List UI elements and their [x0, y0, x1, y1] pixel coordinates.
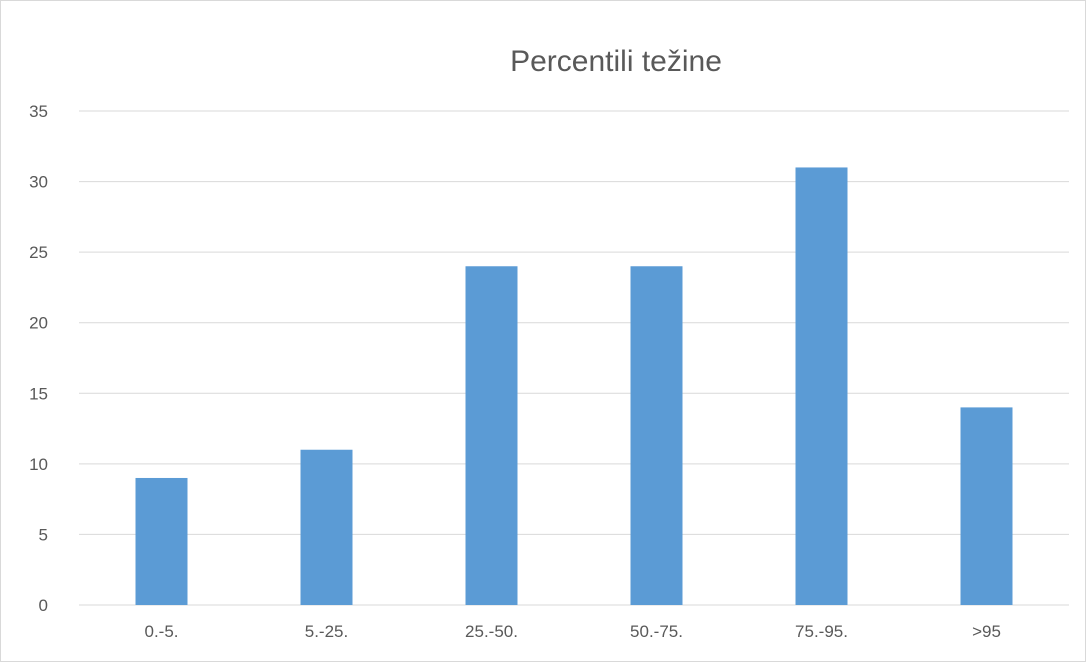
- bars: [136, 167, 1013, 605]
- bar: [466, 266, 518, 605]
- x-tick-label: 5.-25.: [305, 622, 348, 641]
- x-tick-label: 0.-5.: [144, 622, 178, 641]
- y-tick-label: 10: [29, 455, 48, 474]
- x-axis-tick-labels: 0.-5. 5.-25. 25.-50. 50.-75. 75.-95. >95: [144, 622, 1000, 641]
- bar: [631, 266, 683, 605]
- y-tick-label: 30: [29, 173, 48, 192]
- y-tick-label: 20: [29, 314, 48, 333]
- bar: [796, 167, 848, 605]
- chart-title: Percentili težine: [510, 45, 722, 78]
- bar: [301, 450, 353, 605]
- bar: [136, 478, 188, 605]
- y-tick-label: 15: [29, 384, 48, 403]
- y-tick-label: 5: [39, 525, 48, 544]
- x-tick-label: 25.-50.: [465, 622, 518, 641]
- y-axis-tick-labels: 0 5 10 15 20 25 30 35: [29, 102, 48, 615]
- x-tick-label: >95: [972, 622, 1001, 641]
- gridlines: [79, 111, 1069, 605]
- y-tick-label: 25: [29, 243, 48, 262]
- y-tick-label: 0: [39, 596, 48, 615]
- x-tick-label: 50.-75.: [630, 622, 683, 641]
- x-tick-label: 75.-95.: [795, 622, 848, 641]
- bar: [961, 407, 1013, 605]
- y-tick-label: 35: [29, 102, 48, 121]
